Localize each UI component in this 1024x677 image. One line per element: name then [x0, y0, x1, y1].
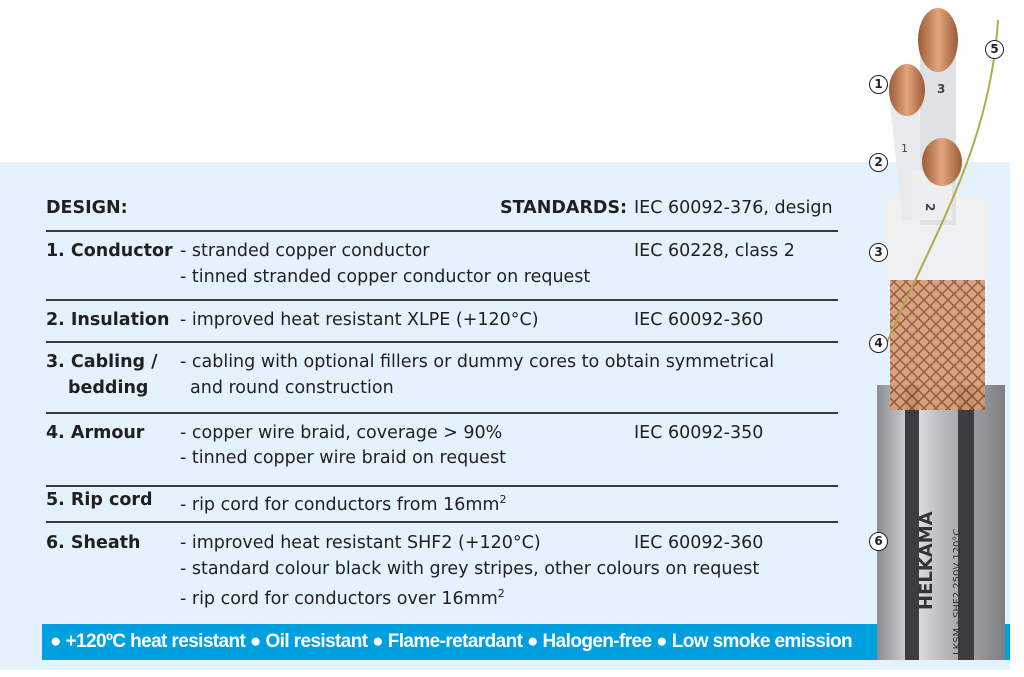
- row-text: - tinned copper wire braid on request: [180, 448, 507, 468]
- conductor-2: [922, 138, 962, 186]
- core-label: 2: [923, 203, 937, 211]
- row-text: - standard colour black with grey stripe…: [180, 559, 760, 579]
- row-text: - rip cord for conductors over 16mm2: [180, 587, 505, 609]
- row-label-conductor: 1. Conductor: [46, 241, 173, 261]
- conductor-1: [889, 64, 925, 116]
- divider: [46, 521, 838, 523]
- row-standard: IEC 60228, class 2: [634, 241, 795, 261]
- row-text: and round construction: [190, 378, 394, 398]
- row-label-bedding: bedding: [68, 378, 149, 398]
- standards-heading: STANDARDS:: [500, 198, 628, 218]
- divider: [46, 299, 838, 301]
- row-text: - improved heat resistant SHF2 (+120°C): [180, 533, 541, 553]
- marking-text: LKSM - SHF2 250V 120°C: [952, 529, 963, 655]
- core-label: 1: [901, 142, 908, 155]
- row-text: - tinned stranded copper conductor on re…: [180, 267, 591, 287]
- sheath-stripe: [905, 385, 919, 660]
- callout-6: 6: [869, 532, 888, 551]
- callout-2: 2: [869, 153, 888, 172]
- row-label-armour: 4. Armour: [46, 423, 145, 443]
- content-panel: [0, 162, 1010, 670]
- row-text: - rip cord for conductors from 16mm2: [180, 493, 507, 515]
- row-standard: IEC 60092-360: [634, 533, 764, 553]
- sheath-stripe: [958, 385, 974, 660]
- armour-braid-shape: [890, 270, 985, 410]
- sheath-shape: [877, 385, 1005, 660]
- row-label-rip-cord: 5. Rip cord: [46, 490, 153, 510]
- divider: [46, 230, 838, 232]
- row-text: - cabling with optional fillers or dummy…: [180, 352, 775, 372]
- callout-3: 3: [869, 243, 888, 262]
- row-label-sheath: 6. Sheath: [46, 533, 141, 553]
- callout-4: 4: [869, 334, 888, 353]
- divider: [46, 485, 838, 487]
- callout-5: 5: [985, 40, 1004, 59]
- row-text: - improved heat resistant XLPE (+120°C): [180, 310, 539, 330]
- row-text: - stranded copper conductor: [180, 241, 430, 261]
- row-text: - copper wire braid, coverage > 90%: [180, 423, 503, 443]
- standards-value: IEC 60092-376, design: [634, 198, 833, 218]
- design-heading: DESIGN:: [46, 198, 128, 218]
- divider: [46, 412, 838, 414]
- callout-1: 1: [869, 75, 888, 94]
- divider: [46, 341, 838, 343]
- row-label-cabling: 3. Cabling /: [46, 352, 158, 372]
- core-label: 3: [937, 82, 945, 96]
- conductor-3: [918, 8, 958, 72]
- rip-cord-shape: [885, 19, 999, 346]
- row-standard: IEC 60092-350: [634, 423, 764, 443]
- brand-text: HELKAMA: [916, 511, 937, 610]
- features-banner: ● +120ºC heat resistant ● Oil resistant …: [42, 624, 1010, 660]
- row-label-insulation: 2. Insulation: [46, 310, 170, 330]
- row-standard: IEC 60092-360: [634, 310, 764, 330]
